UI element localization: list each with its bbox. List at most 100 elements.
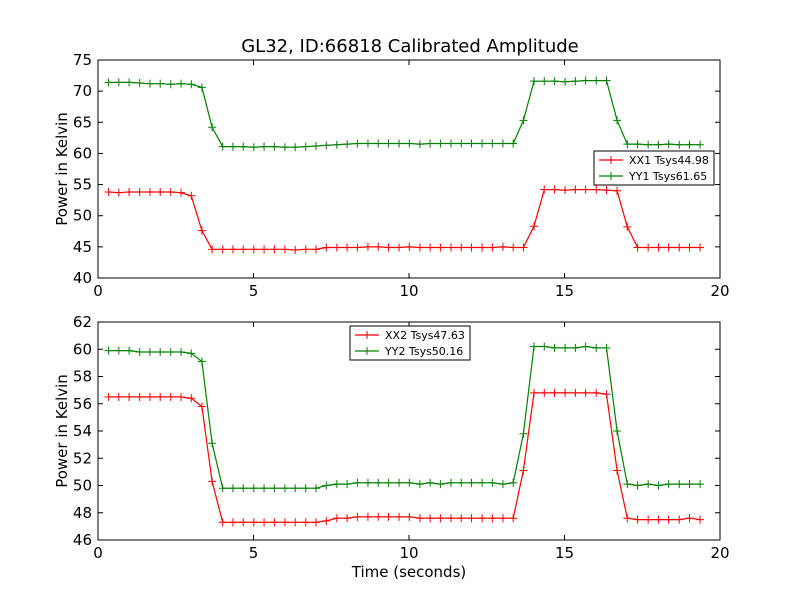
data-point-marker [363,512,372,521]
data-point-marker [218,484,227,493]
data-point-marker [322,516,331,525]
data-point-marker [125,78,134,87]
y-tick-label: 48 [73,504,92,522]
data-point-marker [280,143,289,152]
data-point-marker [125,392,134,401]
data-point-marker [436,480,445,489]
y-tick-label: 54 [73,422,92,440]
series-line [108,345,701,489]
data-point-marker [239,484,248,493]
data-point-marker [644,480,653,489]
data-point-marker [633,481,642,490]
data-point-marker [581,185,590,194]
data-point-marker [270,245,279,254]
data-point-marker [145,188,154,197]
data-point-marker [218,142,227,151]
data-point-marker [592,185,601,194]
legend-marker [607,156,615,164]
data-point-marker [581,388,590,397]
data-point-marker [135,79,144,88]
data-point-marker [519,116,528,125]
data-point-marker [228,142,237,151]
data-point-marker [197,226,206,235]
data-point-marker [166,347,175,356]
data-point-marker [332,514,341,523]
data-point-marker [260,518,269,527]
data-point-marker [270,484,279,493]
x-tick-label: 10 [399,282,418,300]
data-point-marker [446,514,455,523]
data-point-marker [228,484,237,493]
data-point-marker [519,243,528,252]
data-point-marker [654,515,663,524]
x-tick-label: 10 [399,544,418,562]
data-point-marker [623,222,632,231]
legend-marker [363,331,371,339]
data-point-marker [353,139,362,148]
data-point-marker [613,116,622,125]
data-point-marker [415,514,424,523]
data-point-marker [685,140,694,149]
data-point-marker [405,139,414,148]
data-point-marker [166,392,175,401]
data-point-marker [478,478,487,487]
data-point-marker [301,142,310,151]
data-point-marker [654,243,663,252]
legend-label: XX1 Tsys44.98 [629,154,709,167]
data-point-marker [395,512,404,521]
data-point-marker [208,245,217,254]
data-point-marker [623,140,632,149]
data-point-marker [260,142,269,151]
data-point-marker [301,245,310,254]
data-point-marker [654,481,663,490]
data-point-marker [602,76,611,85]
data-point-marker [446,243,455,252]
data-point-marker [156,347,165,356]
legend-label: YY2 Tsys50.16 [384,345,463,358]
x-tick-label: 15 [555,282,574,300]
data-point-marker [332,140,341,149]
y-tick-label: 46 [73,531,92,549]
data-point-marker [239,142,248,151]
data-point-marker [208,477,217,486]
data-point-marker [135,392,144,401]
data-point-marker [104,346,113,355]
data-point-marker [363,242,372,251]
legend-marker [607,172,615,180]
data-point-marker [270,518,279,527]
data-point-marker [197,357,206,366]
data-point-marker [405,242,414,251]
data-point-marker [291,143,300,152]
data-point-marker [675,480,684,489]
data-point-marker [581,342,590,351]
data-point-marker [415,243,424,252]
data-point-marker [436,139,445,148]
data-point-marker [280,518,289,527]
data-point-marker [561,186,570,195]
data-point-marker [249,484,258,493]
data-point-marker [384,512,393,521]
data-point-marker [291,245,300,254]
x-tick-label: 0 [93,544,103,562]
data-point-marker [467,139,476,148]
data-point-marker [613,466,622,475]
legend-marker [363,347,371,355]
data-point-marker [177,392,186,401]
data-point-marker [592,343,601,352]
data-point-marker [478,514,487,523]
data-point-marker [540,388,549,397]
data-point-marker [457,514,466,523]
data-point-marker [509,243,518,252]
data-point-marker [135,347,144,356]
data-point-marker [696,515,705,524]
data-point-marker [561,77,570,86]
data-point-marker [457,243,466,252]
data-point-marker [561,388,570,397]
data-point-marker [623,480,632,489]
y-tick-label: 52 [73,449,92,467]
data-point-marker [550,185,559,194]
legend-box [349,325,471,361]
data-point-marker [125,346,134,355]
